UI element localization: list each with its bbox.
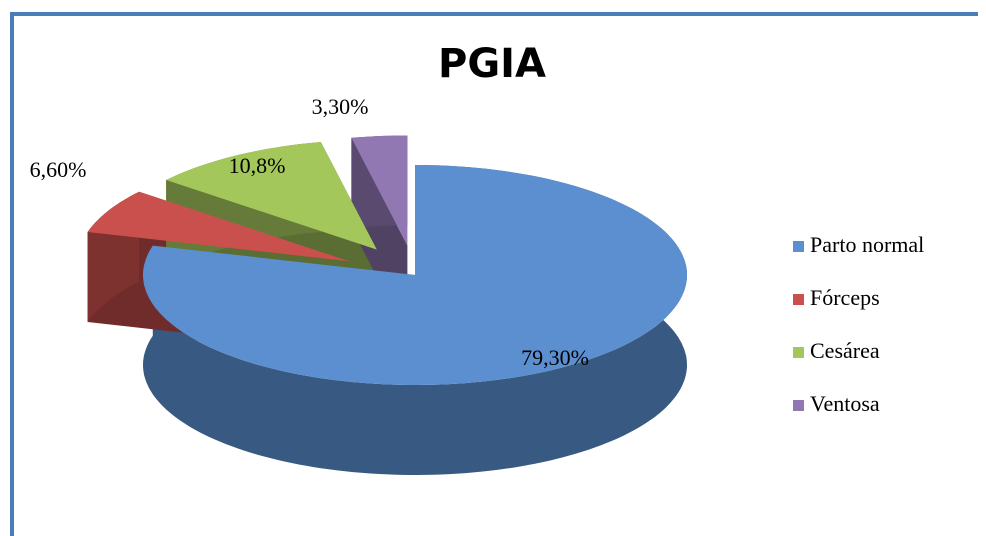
frame xyxy=(10,12,978,536)
data-label: 3,30% xyxy=(312,94,369,119)
chart-title: PGIA xyxy=(438,41,546,87)
data-label: 6,60% xyxy=(30,157,87,182)
legend-swatch xyxy=(793,294,804,305)
legend-label: Ventosa xyxy=(810,391,880,416)
legend-swatch xyxy=(793,400,804,411)
legend-label: Parto normal xyxy=(810,232,924,257)
data-label: 10,8% xyxy=(229,153,286,178)
legend-label: Cesárea xyxy=(810,338,880,363)
legend-swatch xyxy=(793,347,804,358)
slice xyxy=(166,142,377,250)
slice xyxy=(143,165,687,385)
slice xyxy=(87,191,350,262)
legend-label: Fórceps xyxy=(810,285,880,310)
legend-swatch xyxy=(793,241,804,252)
data-label: 79,30% xyxy=(521,345,589,370)
slice xyxy=(351,135,408,246)
